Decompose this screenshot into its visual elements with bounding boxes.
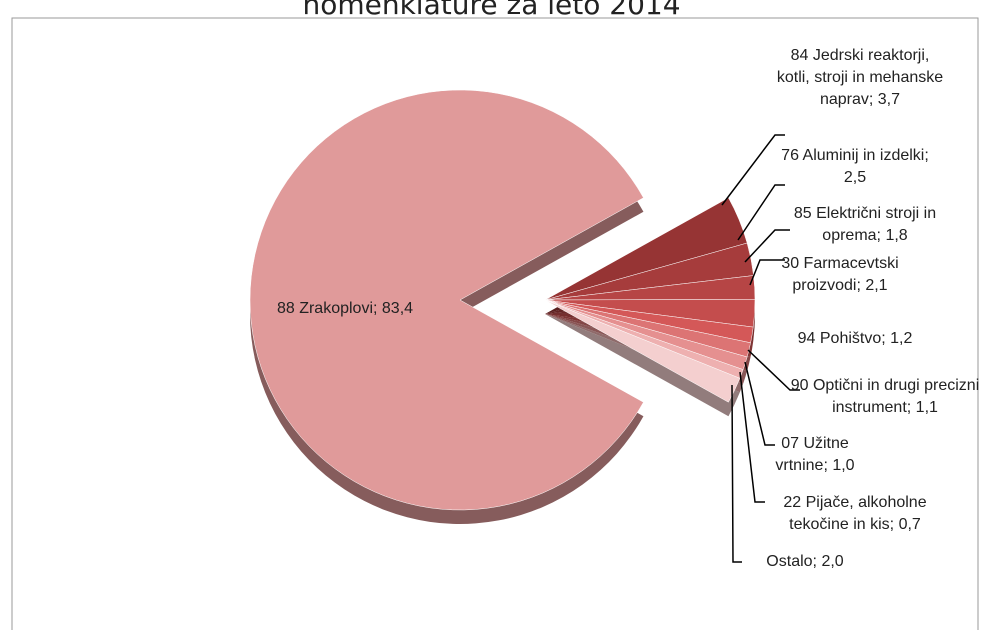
leader-line (747, 349, 800, 391)
data-label: 30 Farmacevtski proizvodi; 2,1 (765, 253, 915, 297)
label-name: Ostalo (766, 553, 813, 570)
leader-line (737, 184, 785, 241)
label-value: 2,0 (821, 553, 844, 570)
data-label: 22 Pijače, alkoholne tekočine in kis; 0,… (765, 492, 945, 536)
slice (249, 89, 644, 511)
leader-line (744, 229, 790, 263)
label-separator: ; (868, 91, 878, 108)
slice-side (545, 314, 740, 417)
label-separator: ; (856, 277, 866, 294)
leader-line (721, 134, 785, 206)
chart-title: nomenklature za leto 2014 (302, 0, 681, 21)
label-name: 88 Zrakoplovi (276, 300, 373, 317)
label-name: 07 Užitne vrtnine (775, 435, 849, 474)
label-value: 1,0 (832, 457, 855, 474)
label-value: 3,7 (877, 91, 901, 108)
leader-line (744, 361, 775, 446)
label-separator: ; (823, 457, 833, 474)
data-label: 84 Jedrski reaktorji, kotli, stroji in m… (775, 45, 945, 111)
data-label: 90 Optični in drugi precizni instrument;… (785, 375, 983, 419)
label-separator: ; (812, 553, 822, 570)
label-value: 2,5 (843, 169, 867, 186)
data-label: 88 Zrakoplovi; 83,4 (245, 298, 445, 320)
label-name: 30 Farmacevtski proizvodi (781, 255, 899, 294)
label-name: 22 Pijače, alkoholne tekočine in kis (783, 494, 927, 533)
label-separator: ; (924, 147, 929, 164)
label-separator: ; (906, 399, 916, 416)
data-label: 94 Pohištvo; 1,2 (760, 328, 950, 350)
label-value: 83,4 (381, 300, 414, 317)
leader-line (739, 371, 765, 503)
data-label: 85 Električni stroji in oprema; 1,8 (780, 203, 950, 247)
label-separator: ; (373, 300, 382, 317)
label-value: 2,1 (865, 277, 888, 294)
label-name: 85 Električni stroji in oprema (793, 205, 937, 244)
label-name: 94 Pohištvo (797, 330, 882, 347)
data-label: 76 Aluminij in izdelki; 2,5 (780, 145, 930, 189)
leader-line (731, 384, 742, 563)
label-separator: ; (881, 330, 891, 347)
leader-line (749, 259, 785, 286)
data-label: 07 Užitne vrtnine; 1,0 (775, 433, 855, 477)
slice (544, 299, 741, 403)
frame (11, 17, 979, 630)
label-separator: ; (876, 227, 886, 244)
label-name: 84 Jedrski reaktorji, kotli, stroji in m… (776, 47, 944, 108)
label-name: 90 Optični in drugi precizni instrument (790, 377, 980, 416)
label-separator: ; (889, 516, 899, 533)
label-value: 1,8 (885, 227, 908, 244)
label-value: 0,7 (898, 516, 921, 533)
label-value: 1,2 (890, 330, 913, 347)
label-value: 1,1 (915, 399, 938, 416)
data-label: Ostalo; 2,0 (745, 551, 865, 573)
label-name: 76 Aluminij in izdelki (781, 147, 925, 164)
